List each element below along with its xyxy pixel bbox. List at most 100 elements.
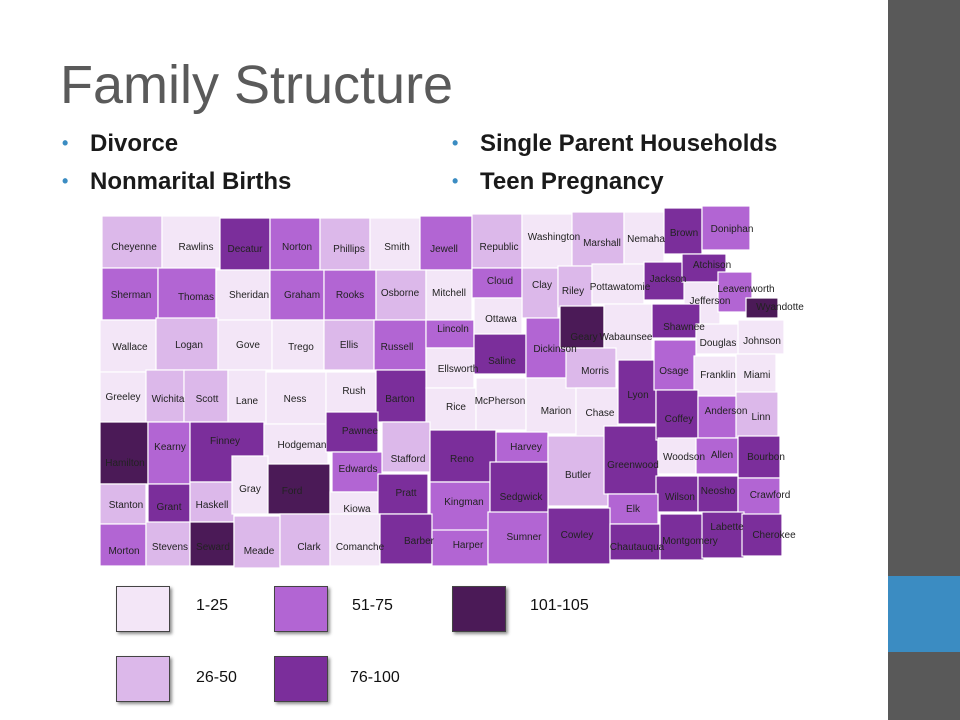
county-decatur bbox=[219, 217, 271, 271]
county-label-gray: Gray bbox=[239, 484, 261, 495]
county-mitchell bbox=[425, 269, 473, 321]
county-sumner bbox=[487, 511, 551, 565]
county-label-mitchell: Mitchell bbox=[432, 288, 466, 299]
county-woodson bbox=[657, 437, 697, 475]
county-harvey bbox=[495, 431, 549, 465]
county-morris bbox=[565, 347, 617, 389]
county-label-linn: Linn bbox=[752, 412, 771, 423]
county-label-mcpherson: McPherson bbox=[475, 396, 526, 407]
county-label-pottawatomie: Pottawatomie bbox=[590, 282, 651, 293]
county-montgomery bbox=[659, 513, 705, 561]
county-label-pawnee: Pawnee bbox=[342, 426, 379, 437]
county-grant bbox=[147, 483, 191, 525]
county-label-comanche: Comanche bbox=[336, 542, 385, 553]
county-label-thomas: Thomas bbox=[178, 292, 214, 303]
county-label-cherokee: Cherokee bbox=[752, 530, 796, 541]
county-label-chase: Chase bbox=[586, 408, 615, 419]
county-wilson bbox=[655, 475, 699, 513]
county-chautauqua bbox=[609, 523, 661, 561]
county-republic bbox=[471, 213, 523, 269]
legend-swatch bbox=[116, 656, 170, 702]
county-label-woodson: Woodson bbox=[663, 452, 705, 463]
county-ottawa bbox=[473, 297, 523, 335]
county-saline bbox=[473, 333, 527, 375]
county-label-riley: Riley bbox=[562, 286, 584, 297]
county-osborne bbox=[375, 269, 427, 321]
county-label-shawnee: Shawnee bbox=[663, 322, 705, 333]
county-label-cheyenne: Cheyenne bbox=[111, 242, 157, 253]
county-clay bbox=[521, 267, 559, 319]
county-shawnee bbox=[651, 303, 701, 339]
county-geary bbox=[559, 305, 605, 349]
bullet-list-right: • Single Parent Households • Teen Pregnanc… bbox=[452, 126, 777, 202]
county-sheridan bbox=[215, 269, 271, 321]
county-allen bbox=[695, 437, 739, 475]
county-label-rooks: Rooks bbox=[336, 290, 364, 301]
county-label-nemaha: Nemaha bbox=[627, 234, 665, 245]
county-label-barton: Barton bbox=[385, 394, 414, 405]
county-miami bbox=[735, 353, 777, 395]
county-label-allen: Allen bbox=[711, 450, 733, 461]
county-label-morton: Morton bbox=[108, 546, 139, 557]
county-stevens bbox=[145, 521, 191, 567]
bullet-item: • Teen Pregnancy bbox=[452, 164, 777, 202]
county-label-bourbon: Bourbon bbox=[747, 452, 785, 463]
county-label-ness: Ness bbox=[284, 394, 307, 405]
bullet-dot-icon: • bbox=[62, 133, 69, 153]
county-label-reno: Reno bbox=[450, 454, 474, 465]
county-label-cloud: Cloud bbox=[487, 276, 513, 287]
county-label-morris: Morris bbox=[581, 366, 609, 377]
county-label-dickinson: Dickinson bbox=[533, 344, 576, 355]
county-label-lincoln: Lincoln bbox=[437, 324, 469, 335]
county-label-ford: Ford bbox=[282, 486, 303, 497]
bullet-dot-icon: • bbox=[62, 171, 69, 191]
county-morton bbox=[99, 523, 147, 567]
county-label-harper: Harper bbox=[453, 540, 484, 551]
bullet-list-left: • Divorce • Nonmarital Births bbox=[62, 126, 291, 202]
legend-label: 101-105 bbox=[530, 597, 589, 614]
county-label-norton: Norton bbox=[282, 242, 312, 253]
right-accent-tab bbox=[888, 576, 960, 652]
county-anderson bbox=[697, 395, 739, 439]
legend-label: 76-100 bbox=[350, 669, 400, 686]
bullet-text: Single Parent Households bbox=[480, 130, 778, 157]
county-wyandotte bbox=[745, 297, 779, 319]
county-ford bbox=[267, 463, 331, 515]
county-rooks bbox=[323, 269, 377, 321]
kansas-county-map: Cheyenne Rawlins Decatur Norton Phillips Smit… bbox=[99, 205, 804, 569]
county-label-barber: Barber bbox=[404, 536, 435, 547]
bullet-dot-icon: • bbox=[452, 171, 459, 191]
county-barton bbox=[375, 369, 429, 423]
county-logan bbox=[155, 317, 219, 371]
county-label-sumner: Sumner bbox=[506, 532, 542, 543]
county-trego bbox=[271, 319, 325, 371]
county-label-rawlins: Rawlins bbox=[178, 242, 213, 253]
bullet-item: • Divorce bbox=[62, 126, 291, 164]
county-ness bbox=[265, 371, 327, 425]
county-label-miami: Miami bbox=[744, 370, 771, 381]
county-label-kingman: Kingman bbox=[444, 497, 483, 508]
county-label-meade: Meade bbox=[244, 546, 275, 557]
county-label-phillips: Phillips bbox=[333, 244, 365, 255]
county-clark bbox=[279, 513, 331, 567]
county-label-wabaunsee: Wabaunsee bbox=[600, 332, 653, 343]
county-label-smith: Smith bbox=[384, 242, 410, 253]
county-graham bbox=[269, 269, 325, 321]
county-label-hamilton: Hamilton bbox=[105, 458, 144, 469]
county-doniphan bbox=[701, 205, 751, 251]
county-label-clark: Clark bbox=[297, 542, 321, 553]
county-riley bbox=[557, 265, 593, 309]
county-label-stevens: Stevens bbox=[152, 542, 188, 553]
county-label-washington: Washington bbox=[528, 232, 580, 243]
county-label-brown: Brown bbox=[670, 228, 698, 239]
county-label-lyon: Lyon bbox=[627, 390, 648, 401]
county-label-doniphan: Doniphan bbox=[711, 224, 754, 235]
county-label-kiowa: Kiowa bbox=[343, 504, 371, 515]
county-label-wichita: Wichita bbox=[152, 394, 185, 405]
county-label-jewell: Jewell bbox=[430, 244, 458, 255]
county-edwards bbox=[331, 451, 383, 493]
county-label-trego: Trego bbox=[288, 342, 314, 353]
county-jewell bbox=[419, 215, 473, 271]
county-label-republic: Republic bbox=[480, 242, 519, 253]
county-label-neosho: Neosho bbox=[701, 486, 736, 497]
